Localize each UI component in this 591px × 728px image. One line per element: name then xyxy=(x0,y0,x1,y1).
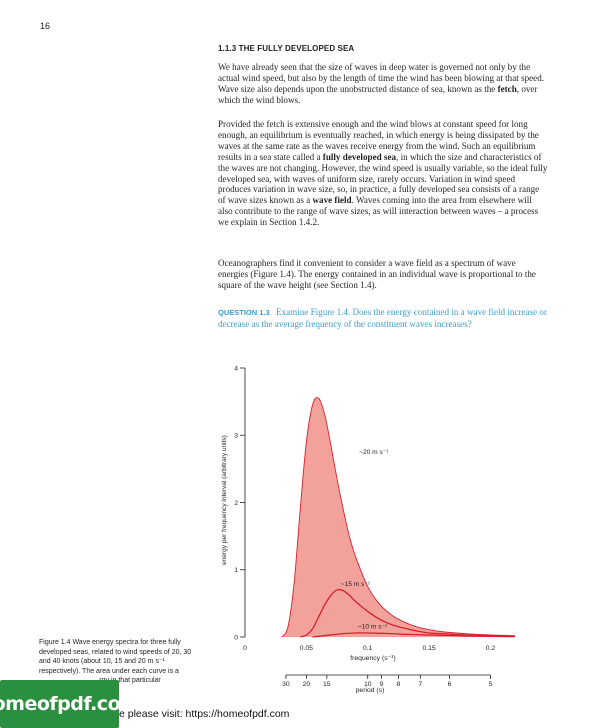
x-tick-label: 0.05 xyxy=(300,645,313,652)
y-tick-label: 2 xyxy=(234,500,238,507)
period-tick-label: 7 xyxy=(418,681,422,688)
series-line-15-ms xyxy=(300,588,516,638)
plot-layer: ~20 m s⁻¹ ~15 m s⁻¹ ~10 m s⁻¹ xyxy=(281,397,516,638)
series-label: ~20 m s⁻¹ xyxy=(359,449,389,456)
period-tick-label: 8 xyxy=(397,681,401,688)
y-tick-label: 4 xyxy=(234,365,238,372)
y-tick-label: 0 xyxy=(234,634,238,641)
question-1-3: QUESTION 1.3 Examine Figure 1.4. Does th… xyxy=(218,307,548,330)
caption-line: Figure 1.4 Wave energy spectra for three… xyxy=(39,639,181,646)
text-run: , in which the size and characteristics … xyxy=(218,151,548,206)
x-tick-label: 0 xyxy=(243,645,247,652)
paragraph-wind-fetch: We have already seen that the size of wa… xyxy=(218,62,548,106)
period-axis-label: period (s) xyxy=(356,687,385,694)
axis-layer: 0 1 2 3 4 0 0.05 0.1 0.15 0.2 30 20 15 10 9 8 7 6 5 xyxy=(234,365,495,688)
period-tick-label: 10 xyxy=(364,681,372,688)
paragraph-fully-developed-sea: Provided the fetch is extensive enough a… xyxy=(218,119,548,228)
footer-link[interactable]: e please visit: https://homeofpdf.com xyxy=(119,708,290,720)
series-line-10-ms xyxy=(312,632,516,638)
text-run: We have already seen that the size of wa… xyxy=(218,62,545,94)
caption-line: and 40 knots (about 10, 15 and 20 m s⁻¹ xyxy=(39,658,165,665)
page-number: 16 xyxy=(40,21,51,31)
y-tick-label: 3 xyxy=(234,433,238,440)
x-tick-label: 0.15 xyxy=(422,645,435,652)
text-run: Oceanographers find it convenient to con… xyxy=(218,258,536,290)
question-label: QUESTION 1.3 xyxy=(218,308,270,317)
period-tick-label: 6 xyxy=(448,681,452,688)
bold-term: fetch xyxy=(497,83,517,94)
text-run: , over which the wind blows. xyxy=(218,83,538,105)
period-tick-label: 20 xyxy=(303,681,311,688)
homeofpdf-logo[interactable]: homeofpdf.com xyxy=(0,680,140,728)
series-label: ~15 m s⁻¹ xyxy=(341,581,371,588)
question-text: Examine Figure 1.4. Does the energy cont… xyxy=(218,307,548,329)
figure-caption: Figure 1.4 Wave energy spectra for three… xyxy=(39,638,217,686)
series-line-20-ms xyxy=(281,397,516,638)
x-tick-label: 0.2 xyxy=(486,645,496,652)
period-tick-label: 9 xyxy=(379,681,383,688)
text-run: Provided the fetch is extensive enough a… xyxy=(218,119,539,162)
area-20-ms xyxy=(281,397,515,637)
section-heading: 1.1.3 THE FULLY DEVELOPED SEA xyxy=(218,44,355,53)
y-tick-label: 1 xyxy=(234,567,238,574)
text-run: . Waves coming into the area from elsewh… xyxy=(218,195,539,228)
caption-line: respectively). The area under each curve… xyxy=(39,667,179,675)
series-label: ~10 m s⁻¹ xyxy=(358,623,388,630)
caption-line: developed seas, related to wind speeds o… xyxy=(39,648,192,656)
period-tick-label: 15 xyxy=(323,681,331,688)
bold-term: wave field xyxy=(312,195,352,206)
x-tick-label: 0.1 xyxy=(363,645,373,652)
x-axis-label: frequency (s⁻¹) xyxy=(350,655,396,662)
y-axis-label: energy per frequency interval (arbitrary… xyxy=(221,435,228,565)
period-tick-label: 5 xyxy=(489,681,493,688)
paragraph-wave-spectrum: Oceanographers find it convenient to con… xyxy=(218,258,548,291)
logo-text: homeofpdf.com xyxy=(0,693,140,715)
bold-term: fully developed sea xyxy=(322,151,397,162)
period-tick-label: 30 xyxy=(282,681,290,688)
